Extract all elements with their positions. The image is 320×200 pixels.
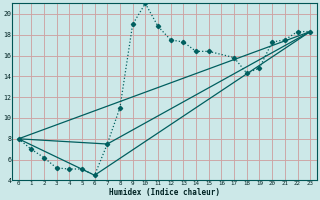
X-axis label: Humidex (Indice chaleur): Humidex (Indice chaleur) [109,188,220,197]
